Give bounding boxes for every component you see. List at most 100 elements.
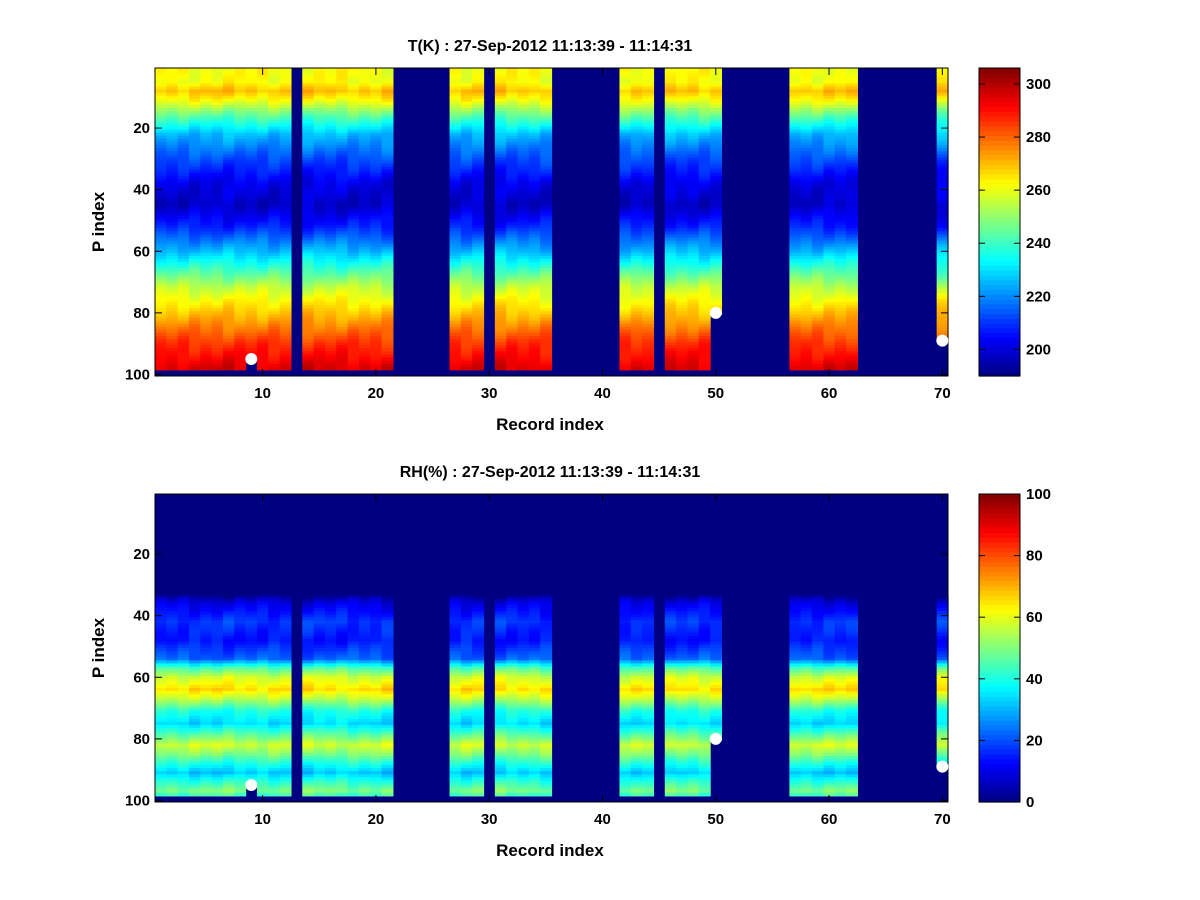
heatmap-cell [234, 166, 247, 171]
heatmap-cell [789, 178, 802, 183]
heatmap-cell [812, 148, 824, 152]
heatmap-cell [642, 237, 655, 242]
heatmap-cell [449, 83, 462, 88]
heatmap-cell [800, 249, 813, 254]
heatmap-cell [279, 89, 292, 94]
heatmap-cell [823, 357, 836, 362]
heatmap-cell [846, 317, 858, 322]
heatmap-cell [370, 342, 383, 346]
heatmap-cell [188, 169, 201, 174]
heatmap-cell [642, 249, 655, 254]
heatmap-cell [336, 268, 349, 272]
heatmap-cell [800, 157, 813, 161]
heatmap-cell [517, 299, 530, 303]
heatmap-cell [449, 323, 462, 328]
heatmap-cell [222, 222, 235, 226]
heatmap-cell [381, 363, 394, 368]
heatmap-cell [222, 299, 235, 303]
heatmap-cell [222, 160, 235, 165]
heatmap-cell [710, 86, 723, 91]
heatmap-cell [155, 74, 167, 78]
heatmap-cell [698, 292, 711, 297]
heatmap-cell [812, 311, 824, 315]
heatmap-cell [710, 74, 723, 78]
heatmap-cell [347, 295, 360, 300]
heatmap-cell [823, 246, 836, 251]
heatmap-cell [540, 363, 553, 368]
heatmap-cell [245, 289, 258, 294]
heatmap-cell [506, 148, 519, 152]
heatmap-cell [155, 243, 167, 248]
heatmap-cell [506, 292, 519, 297]
heatmap-cell [245, 252, 258, 257]
heatmap-cell [188, 157, 201, 161]
heatmap-cell [370, 101, 383, 106]
heatmap-cell [155, 71, 167, 75]
heatmap-cell [222, 89, 235, 94]
heatmap-cell [166, 607, 179, 612]
heatmap-cell [936, 258, 949, 263]
heatmap-cell [177, 129, 190, 134]
heatmap-cell [449, 197, 462, 202]
heatmap-cell [823, 225, 836, 229]
heatmap-cell [642, 271, 655, 275]
heatmap-cell [823, 363, 836, 368]
heatmap-cell [222, 175, 235, 180]
heatmap-cell [245, 295, 258, 300]
heatmap-cell [302, 197, 315, 202]
heatmap-cell [540, 132, 553, 137]
heatmap-cell [370, 277, 383, 282]
heatmap-cell [381, 366, 394, 371]
heatmap-cell [823, 255, 836, 260]
heatmap-cell [222, 286, 235, 291]
heatmap-cell [211, 317, 224, 322]
heatmap-cell [460, 206, 473, 211]
heatmap-cell [324, 138, 337, 143]
heatmap-cell [800, 141, 813, 146]
heatmap-cell [166, 283, 179, 288]
heatmap-cell [812, 335, 824, 340]
heatmap-cell [302, 126, 315, 131]
heatmap-cell [936, 151, 949, 155]
heatmap-cell [630, 295, 643, 300]
heatmap-cell [177, 611, 190, 615]
heatmap-cell [698, 277, 711, 282]
heatmap-cell [528, 74, 541, 78]
heatmap-cell [166, 240, 179, 245]
heatmap-cell [619, 339, 632, 343]
heatmap-cell [846, 366, 858, 371]
heatmap-cell [166, 731, 179, 735]
heatmap-cell [664, 145, 677, 149]
heatmap-cell [358, 160, 371, 165]
heatmap-cell [324, 252, 337, 257]
heatmap-cell [268, 123, 281, 128]
heatmap-cell [177, 68, 190, 72]
heatmap-cell [823, 212, 836, 217]
heatmap-cell [460, 132, 473, 137]
heatmap-cell [449, 86, 462, 91]
heatmap-cell [347, 83, 360, 88]
heatmap-cell [698, 120, 711, 125]
heatmap-cell [166, 666, 179, 671]
heatmap-cell [834, 299, 847, 303]
heatmap-cell [358, 215, 371, 220]
heatmap-cell [472, 305, 485, 309]
heatmap-cell [800, 89, 813, 94]
heatmap-cell [200, 92, 213, 97]
heatmap-cell [517, 246, 530, 251]
heatmap-cell [494, 215, 507, 220]
heatmap-cell [528, 317, 541, 322]
heatmap-cell [642, 77, 655, 81]
heatmap-cell [528, 255, 541, 260]
heatmap-cell [234, 145, 247, 149]
heatmap-cell [177, 351, 190, 356]
heatmap-cell [211, 283, 224, 288]
heatmap-cell [279, 108, 292, 112]
heatmap-cell [200, 357, 213, 362]
heatmap-cell [789, 215, 802, 220]
heatmap-cell [177, 175, 190, 180]
heatmap-cell [268, 166, 281, 171]
heatmap-cell [279, 329, 292, 334]
heatmap-cell [710, 157, 723, 161]
heatmap-cell [222, 302, 235, 306]
